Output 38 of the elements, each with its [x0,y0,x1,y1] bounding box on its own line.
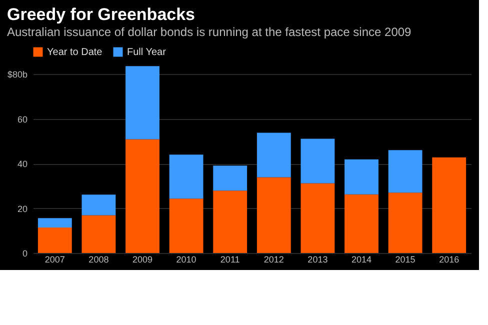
y-tick-label: 60 [17,114,28,124]
bar [388,150,422,193]
x-tick-label: 2008 [88,254,109,264]
x-tick-label: 2015 [395,254,416,264]
bar [38,228,72,253]
y-tick-label: 20 [17,204,28,214]
bar [300,138,335,184]
bar [126,66,160,140]
bar [169,154,204,199]
bar [300,183,335,253]
x-tick-label: 2011 [220,254,240,264]
bar [169,198,204,253]
bar [38,218,72,228]
bar [213,190,248,253]
chart-subtitle: Australian issuance of dollar bonds is running at the fastest pace since 2009 [6,25,412,39]
x-tick-label: 2014 [351,254,372,264]
bar [213,166,248,191]
bar [432,157,466,253]
legend-label: Year to Date [47,47,103,58]
bar [82,194,116,216]
bar [256,177,291,253]
bar [344,159,378,194]
legend-label: Full Year [127,47,167,58]
y-tick-label: 40 [17,159,28,170]
y-tick-label: 0 [22,248,28,258]
x-tick-label: 2016 [439,254,460,264]
bar [388,192,422,253]
x-tick-label: 2009 [132,254,153,264]
chart-title: Greedy for Greenbacks [6,5,196,24]
y-tick-label: $80b [7,70,28,80]
bar [82,215,116,253]
bar [344,194,378,253]
x-tick-label: 2013 [308,254,328,264]
x-tick-label: 2010 [176,254,196,264]
x-tick-label: 2012 [264,254,284,264]
bar [126,139,160,253]
bar [256,132,291,178]
x-tick-label: 2007 [44,254,65,264]
